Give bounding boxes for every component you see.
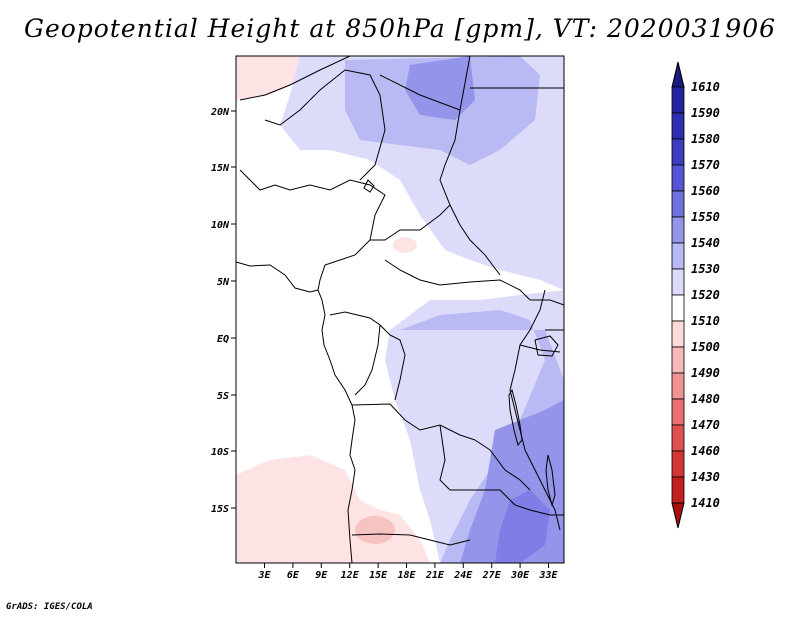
colorbar-label: 1430 (691, 470, 720, 484)
colorbar-segment (671, 216, 685, 244)
colorbar-label: 1570 (691, 158, 720, 172)
field-pink-northwest (236, 56, 310, 100)
colorbar-label: 1550 (691, 210, 720, 224)
lon-label: 9E (315, 570, 328, 581)
map-title: Geopotential Height at 850hPa [gpm], VT:… (23, 14, 777, 43)
colorbar-label: 1460 (691, 444, 720, 458)
border-congo-gabon (329, 311, 381, 396)
border-niger-mali (264, 69, 386, 181)
lat-label: EQ (217, 334, 229, 345)
colorbar-label: 1490 (691, 366, 720, 380)
border-car (384, 259, 531, 301)
lon-label: 27E (482, 570, 502, 581)
border-namibia (351, 533, 471, 546)
lat-label: 5N (217, 277, 230, 288)
lake-malawi (545, 454, 556, 507)
colorbar-segment (671, 268, 685, 296)
lake-tanganyika (508, 388, 523, 447)
lat-label: 5S (217, 391, 229, 402)
colorbar: 1610 1590 1580 1570 1560 1550 1540 1530 1520 1510… (671, 61, 720, 529)
lake-victoria (534, 335, 559, 357)
colorbar-segment (671, 476, 685, 504)
lon-label: 3E (257, 570, 271, 581)
lon-label: 18E (397, 570, 416, 581)
lon-label: 33E (538, 570, 558, 581)
border-zimbabwe (514, 504, 564, 516)
grads-credit: GrADS: IGES/COLA (6, 602, 93, 612)
field-pink-cameroon (393, 237, 417, 253)
lon-label: 30E (510, 570, 530, 581)
colorbar-label: 1590 (691, 106, 720, 120)
border-angola-east (439, 424, 516, 506)
colorbar-segment (671, 346, 685, 374)
colorbar-segment (671, 242, 685, 270)
lon-label: 12E (341, 570, 360, 581)
lat-label: 20N (210, 107, 230, 118)
lon-label: 24E (453, 570, 473, 581)
colorbar-label: 1470 (691, 418, 720, 432)
longitude-axis: 3E 6E 9E 12E 15E 18E 21E 24E 27E 30E 33E (257, 563, 559, 581)
colorbar-top-arrow (671, 61, 685, 88)
border-cameroon (370, 204, 451, 241)
colorbar-label: 1610 (691, 80, 720, 94)
colorbar-label: 1480 (691, 392, 720, 406)
field-pink-spot (355, 516, 395, 544)
colorbar-label: 1520 (691, 288, 720, 302)
border-sahel-north (239, 56, 351, 101)
lat-label: 10N (211, 220, 230, 231)
colorbar-segment (671, 320, 685, 348)
colorbar-segment (671, 398, 685, 426)
field-blue-east-strong (495, 490, 550, 563)
colorbar-segment (671, 450, 685, 478)
border-drc-west (379, 324, 406, 401)
lon-label: 21E (425, 570, 445, 581)
lake-chad (363, 179, 375, 193)
border-east-lakes (509, 289, 561, 531)
colorbar-label: 1540 (691, 236, 720, 250)
colorbar-bottom-arrow (671, 502, 685, 529)
border-chad-libya (379, 56, 471, 111)
height-field (236, 56, 564, 563)
colorbar-segment (671, 190, 685, 218)
coastlines-borders (236, 56, 564, 563)
lat-label: 10S (211, 447, 229, 458)
lon-label: 15E (369, 570, 388, 581)
colorbar-segment (671, 372, 685, 400)
colorbar-label: 1580 (691, 132, 720, 146)
latitude-axis: 20N 15N 10N 5N EQ 5S 10S 15S (210, 107, 236, 515)
colorbar-label: 1500 (691, 340, 720, 354)
colorbar-label: 1410 (691, 496, 720, 510)
border-uganda-kenya (519, 299, 564, 353)
lat-label: 15S (211, 504, 229, 515)
colorbar-label: 1560 (691, 184, 720, 198)
colorbar-segment (671, 112, 685, 140)
colorbar-segment (671, 164, 685, 192)
lat-label: 15N (211, 163, 230, 174)
map-frame (235, 55, 565, 564)
west-africa-coast (236, 261, 356, 563)
border-angola-north (351, 403, 476, 441)
colorbar-segment (671, 138, 685, 166)
colorbar-segment (671, 424, 685, 452)
field-blue-north-dark (405, 56, 475, 120)
colorbar-segment (671, 86, 685, 114)
colorbar-label: 1510 (691, 314, 720, 328)
colorbar-segment (671, 294, 685, 322)
border-zambia (474, 439, 531, 491)
border-nigeria (239, 169, 386, 291)
lon-label: 6E (287, 570, 300, 581)
colorbar-label: 1530 (691, 262, 720, 276)
